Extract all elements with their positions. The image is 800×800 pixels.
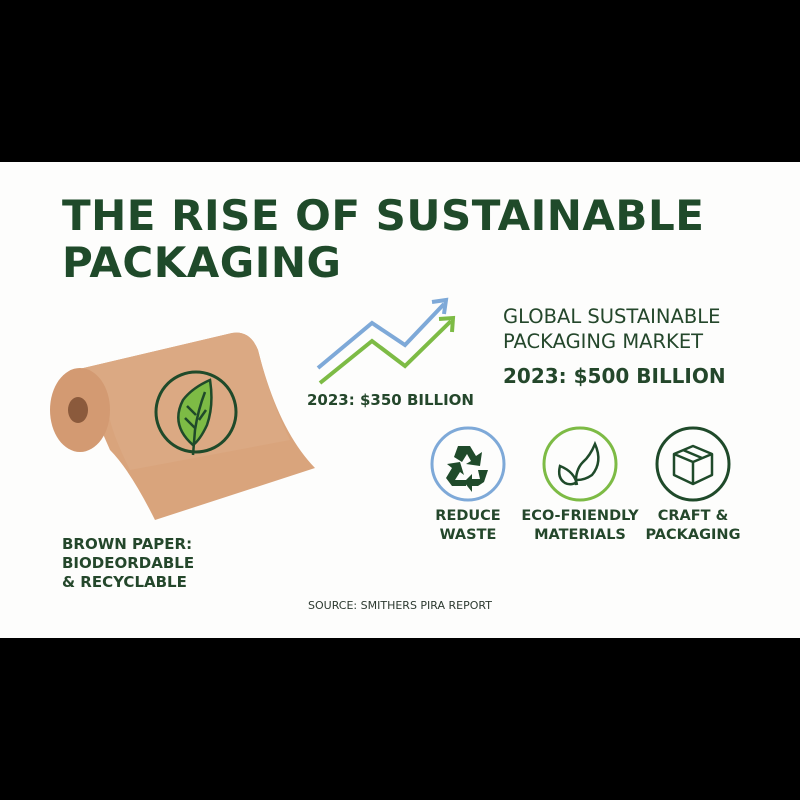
source-note: SOURCE: SMITHERS PIRA REPORT	[308, 599, 492, 612]
market-heading-line: PACKAGING MARKET	[503, 330, 704, 353]
sprout-icon	[542, 426, 618, 502]
paper-caption-line: BIODEORDABLE	[62, 554, 195, 572]
feature-label: CRAFT &	[657, 508, 729, 524]
feature-label: PACKAGING	[645, 527, 741, 543]
paper-roll-illustration	[50, 332, 315, 520]
title-line: THE RISE OF SUSTAINABLE	[62, 191, 705, 240]
blue-trend-arrow	[316, 302, 446, 370]
feature-eco-friendly: ECO-FRIENDLY MATERIALS	[515, 507, 645, 545]
trend-arrows	[316, 297, 456, 385]
feature-craft-packaging: CRAFT & PACKAGING	[628, 507, 758, 545]
feature-label: ECO-FRIENDLY	[521, 508, 639, 524]
paper-caption-line: & RECYCLABLE	[62, 573, 187, 591]
leaf-icon	[154, 370, 238, 456]
feature-reduce-waste: REDUCE WASTE	[403, 507, 533, 545]
feature-label: WASTE	[439, 527, 497, 543]
current-market-value: 2023: $500 BILLION	[503, 364, 726, 388]
recycle-icon	[430, 426, 506, 502]
paper-caption-line: BROWN PAPER:	[62, 535, 193, 553]
feature-label: MATERIALS	[534, 527, 626, 543]
market-heading: GLOBAL SUSTAINABLE PACKAGING MARKET	[503, 304, 720, 354]
green-arrowhead	[438, 315, 456, 333]
illustrations	[50, 297, 731, 520]
blue-arrowhead	[431, 297, 449, 315]
infographic: THE RISE OF SUSTAINABLE PACKAGING	[0, 162, 800, 638]
paper-caption: BROWN PAPER: BIODEORDABLE & RECYCLABLE	[62, 535, 194, 592]
market-heading-line: GLOBAL SUSTAINABLE	[503, 305, 721, 328]
box-icon	[655, 426, 731, 502]
title-line: PACKAGING	[62, 238, 342, 287]
previous-market-value: 2023: $350 BILLION	[307, 391, 474, 409]
feature-label: REDUCE	[435, 508, 501, 524]
green-trend-arrow	[318, 319, 453, 385]
page-title: THE RISE OF SUSTAINABLE PACKAGING	[62, 192, 704, 286]
